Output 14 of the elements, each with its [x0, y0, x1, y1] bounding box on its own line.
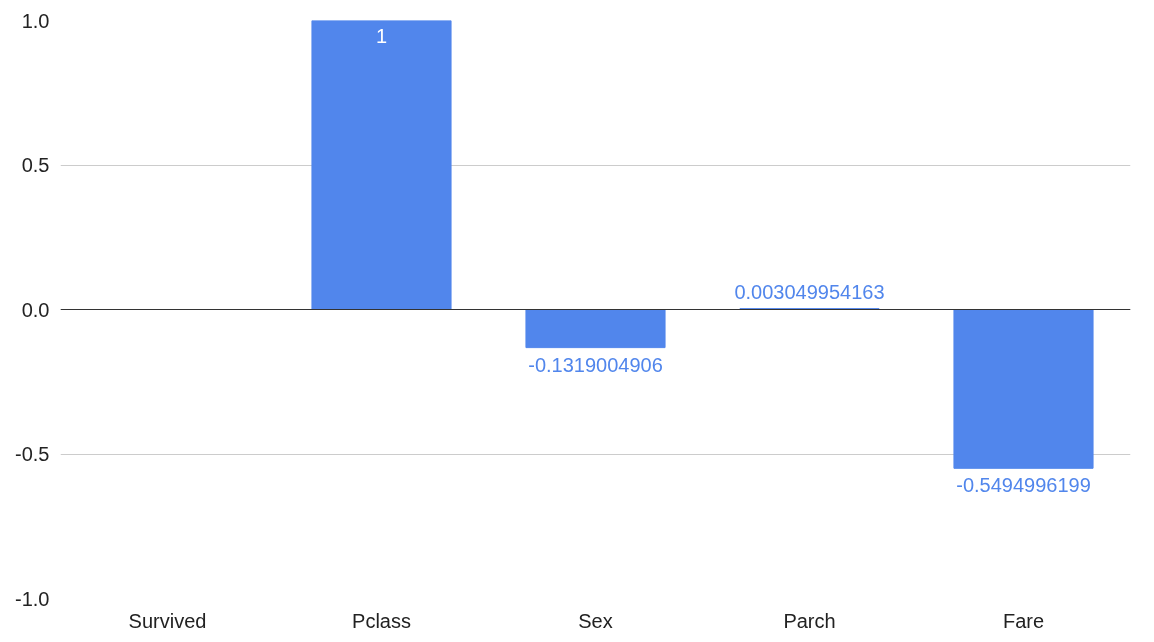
x-tick-label: Fare — [1002, 609, 1045, 632]
y-tick-label: -0.5 — [15, 443, 50, 465]
data-label: 0.003049954163 — [734, 280, 885, 303]
x-tick-label: Parch — [783, 609, 836, 632]
y-tick-label: -1.0 — [15, 587, 50, 610]
x-tick-label: Pclass — [352, 609, 411, 632]
x-tick-label: Sex — [578, 609, 613, 632]
data-label: 1 — [375, 24, 388, 47]
y-tick-label: 1.0 — [21, 9, 50, 32]
y-tick-label: 0.0 — [21, 298, 50, 321]
data-label: -0.5494996199 — [956, 474, 1091, 497]
x-tick-label: Survived — [128, 609, 207, 632]
data-label: -0.1319004906 — [528, 353, 663, 376]
y-tick-label: 0.5 — [21, 154, 50, 176]
